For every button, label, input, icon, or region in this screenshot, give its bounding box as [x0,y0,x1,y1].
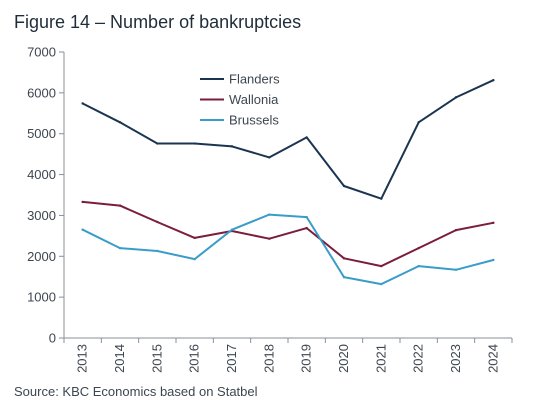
data-point-flanders [342,184,346,188]
chart-series-lines [81,78,495,286]
y-tick-label: 3000 [27,208,56,223]
x-tick-label: 2019 [299,344,314,373]
data-point-wallonia [380,264,383,268]
data-point-wallonia [81,200,84,204]
data-point-brussels [118,246,122,250]
data-point-wallonia [492,221,495,224]
series-line-brussels [81,213,495,286]
y-tick-label: 6000 [27,85,56,100]
legend-label-flanders: Flanders [229,72,280,87]
y-tick-label: 1000 [27,290,56,305]
x-tick-label: 2014 [112,344,127,373]
chart-axes: 0 1000 2000 3000 4000 5000 6000 7000 2013 2014 201… [27,45,513,373]
data-point-wallonia [156,220,159,224]
y-tick-label: 0 [49,331,56,346]
x-tick-label: 2016 [187,344,202,373]
data-point-flanders [230,145,234,148]
chart-legend: Flanders Wallonia Brussels [200,72,280,128]
data-point-flanders [268,156,271,159]
x-tick-label: 2021 [373,344,388,373]
x-tick-label: 2013 [75,344,90,373]
data-point-brussels [305,215,308,219]
data-point-flanders [305,136,308,139]
data-point-brussels [454,268,458,271]
x-tick-label: 2023 [448,344,463,373]
data-point-brussels [193,257,196,261]
data-point-flanders [417,121,420,124]
data-point-wallonia [268,237,271,240]
data-point-wallonia [454,228,458,232]
series-line-wallonia [81,200,495,268]
x-tick-label: 2015 [149,344,164,373]
chart-title: Figure 14 – Number of bankruptcies [14,12,302,32]
source-note: Source: KBC Economics based on Statbel [14,384,258,399]
data-point-wallonia [305,226,308,230]
y-tick-label: 2000 [27,249,56,264]
data-point-flanders [81,102,84,105]
data-point-flanders [492,78,495,82]
legend-label-wallonia: Wallonia [229,92,279,107]
data-point-flanders [118,121,122,124]
data-point-brussels [230,228,234,231]
data-point-wallonia [342,257,346,260]
series-line-flanders [81,79,495,200]
data-point-brussels [380,282,383,286]
x-tick-label: 2017 [224,344,239,373]
data-point-brussels [417,264,420,268]
data-point-flanders [454,96,458,99]
y-tick-label: 7000 [27,45,56,60]
data-point-flanders [156,142,159,145]
data-point-wallonia [193,236,196,240]
x-tick-label: 2020 [336,344,351,373]
data-point-wallonia [118,204,122,207]
data-point-brussels [268,213,271,216]
data-point-brussels [492,258,495,262]
data-point-brussels [156,249,159,253]
y-tick-label: 5000 [27,126,56,141]
data-point-flanders [380,197,383,200]
data-point-wallonia [417,246,420,250]
x-tick-label: 2018 [261,344,276,373]
x-tick-label: 2022 [411,344,426,373]
x-tick-label: 2024 [485,344,500,373]
data-point-brussels [342,275,346,279]
legend-label-brussels: Brussels [229,113,279,128]
data-point-flanders [193,142,196,145]
y-tick-label: 4000 [27,167,56,182]
data-point-brussels [81,228,84,231]
